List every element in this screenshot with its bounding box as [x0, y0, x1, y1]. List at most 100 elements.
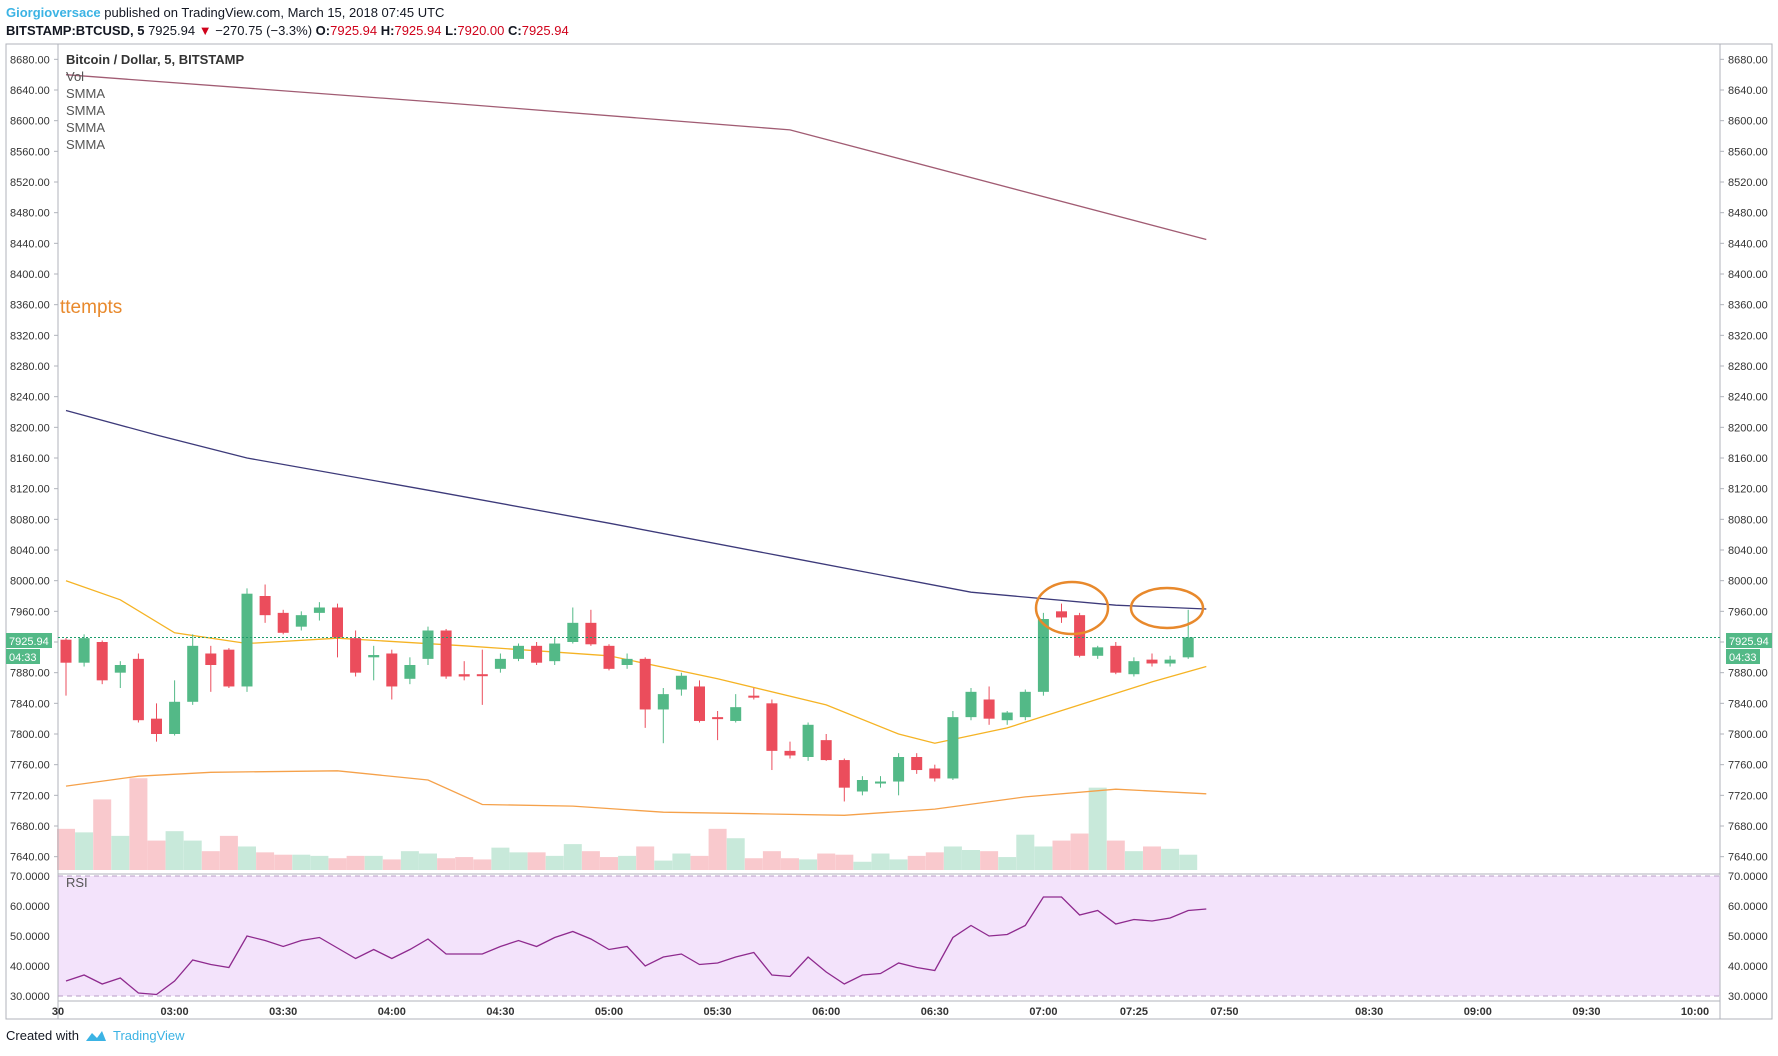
- rsi-legend: RSI: [66, 875, 88, 890]
- price-tick-label-left: 8240.00: [10, 392, 50, 404]
- candle-body[interactable]: [458, 674, 470, 677]
- candle-body[interactable]: [1110, 645, 1122, 673]
- candle-body[interactable]: [675, 675, 687, 690]
- close-label: C:: [508, 23, 522, 38]
- price-tick-label-right: 7760.00: [1728, 760, 1768, 772]
- candle-body[interactable]: [893, 757, 905, 782]
- candle-body[interactable]: [784, 750, 796, 756]
- time-tick-label: 04:30: [486, 1006, 514, 1018]
- price-tick-label-left: 8520.00: [10, 177, 50, 189]
- candle-body[interactable]: [567, 622, 579, 642]
- candle-body[interactable]: [1092, 647, 1104, 656]
- candle-body[interactable]: [78, 638, 90, 663]
- candle-body[interactable]: [875, 781, 886, 784]
- candle-body[interactable]: [929, 768, 941, 779]
- candle-body[interactable]: [766, 703, 778, 751]
- candle-body[interactable]: [621, 658, 633, 665]
- candle-body[interactable]: [1164, 659, 1176, 664]
- candle-body[interactable]: [820, 740, 832, 761]
- candle-body[interactable]: [603, 645, 615, 669]
- rsi-layer: 30.0000 30.0000 40.0000 40.0000 50.0000 50.00…: [10, 871, 1768, 1003]
- candle-body[interactable]: [639, 658, 651, 710]
- candle-body[interactable]: [277, 612, 289, 633]
- price-tick-label-right: 8240.00: [1728, 392, 1768, 404]
- rsi-tick-label-right: 70.0000: [1728, 871, 1768, 883]
- candle-body[interactable]: [295, 615, 307, 627]
- volume-bar: [310, 855, 329, 870]
- volume-bar: [473, 859, 492, 870]
- candle-body[interactable]: [748, 695, 760, 698]
- candle-body[interactable]: [96, 642, 108, 681]
- price-tick-label-right: 8400.00: [1728, 269, 1768, 281]
- annotation-circle-1[interactable]: [1034, 580, 1110, 636]
- candle-body[interactable]: [730, 707, 742, 721]
- candle-body[interactable]: [911, 757, 923, 771]
- candle-body[interactable]: [114, 665, 126, 673]
- candle-body[interactable]: [60, 639, 72, 663]
- author-name[interactable]: Giorgioversace: [6, 5, 101, 20]
- candle-body[interactable]: [476, 674, 488, 677]
- volume-bar: [509, 852, 528, 870]
- candle-body[interactable]: [350, 638, 362, 673]
- chart-header: Giorgioversace published on TradingView.…: [6, 4, 569, 40]
- candle-body[interactable]: [1146, 659, 1158, 664]
- candle-body[interactable]: [531, 645, 543, 663]
- volume-bar: [690, 855, 709, 870]
- candle-body[interactable]: [965, 691, 977, 718]
- candle-body[interactable]: [983, 699, 995, 719]
- candle-body[interactable]: [187, 645, 199, 702]
- candle-body[interactable]: [205, 653, 217, 666]
- candle-body[interactable]: [712, 717, 724, 720]
- price-tick-label-left: 8280.00: [10, 361, 50, 373]
- right-price-tag: [1726, 633, 1772, 648]
- candle-body[interactable]: [404, 665, 416, 679]
- volume-bar: [437, 858, 456, 870]
- candle-body[interactable]: [856, 780, 868, 792]
- candle-body[interactable]: [132, 658, 144, 721]
- candle-body[interactable]: [241, 593, 253, 687]
- candle-body[interactable]: [1037, 619, 1049, 692]
- candle-body[interactable]: [585, 622, 597, 645]
- candle-body[interactable]: [1019, 691, 1031, 718]
- tradingview-link[interactable]: TradingView: [112, 1028, 185, 1043]
- low-value: 7920.00: [457, 23, 505, 38]
- price-tick-label-left: 7840.00: [10, 698, 50, 710]
- candle-body[interactable]: [947, 717, 959, 779]
- volume-bar: [346, 855, 365, 870]
- candle-body[interactable]: [657, 694, 669, 710]
- candle-body[interactable]: [513, 645, 524, 659]
- volume-bar: [726, 838, 745, 870]
- candle-body[interactable]: [1056, 611, 1067, 618]
- annotation-text[interactable]: ttempts: [60, 297, 122, 318]
- candle-body[interactable]: [169, 701, 181, 734]
- candle-body[interactable]: [386, 653, 398, 687]
- candle-body[interactable]: [1128, 661, 1140, 675]
- candle-body[interactable]: [802, 724, 814, 757]
- candle-body[interactable]: [494, 658, 506, 669]
- candle-body[interactable]: [1182, 637, 1194, 658]
- candle-body[interactable]: [838, 760, 850, 788]
- volume-bar: [708, 828, 727, 870]
- candle-body[interactable]: [259, 596, 271, 616]
- candle-body[interactable]: [694, 686, 705, 721]
- candle-body[interactable]: [332, 607, 343, 638]
- price-tick-label-right: 7680.00: [1728, 821, 1768, 833]
- volume-bar: [943, 846, 962, 870]
- volume-bar: [201, 851, 220, 870]
- candle-body[interactable]: [440, 630, 452, 677]
- candle-body[interactable]: [151, 718, 162, 734]
- rsi-tick-label-left: 60.0000: [10, 901, 50, 913]
- candle-body[interactable]: [549, 643, 561, 662]
- time-tick-label: 06:00: [812, 1006, 840, 1018]
- candle-body[interactable]: [368, 655, 380, 658]
- candle-body[interactable]: [422, 630, 434, 659]
- volume-bar: [238, 846, 256, 870]
- candle-body[interactable]: [313, 607, 325, 613]
- time-tick-label: 05:30: [704, 1006, 732, 1018]
- price-tick-label-left: 8120.00: [10, 484, 50, 496]
- candle-body[interactable]: [1074, 615, 1086, 656]
- candle-body[interactable]: [1001, 712, 1013, 721]
- annotation-circle-2[interactable]: [1129, 586, 1205, 630]
- candle-body[interactable]: [223, 649, 235, 687]
